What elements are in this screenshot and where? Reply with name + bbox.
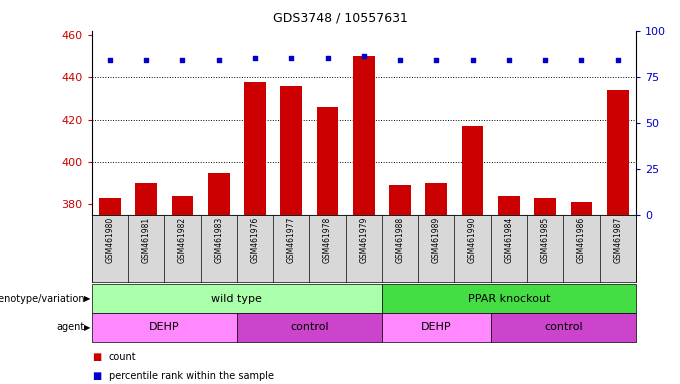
- Bar: [498, 196, 520, 215]
- Text: GSM461978: GSM461978: [323, 217, 332, 263]
- Text: GSM461982: GSM461982: [178, 217, 187, 263]
- Text: GSM461989: GSM461989: [432, 217, 441, 263]
- Text: ▶: ▶: [84, 294, 90, 303]
- Text: genotype/variation: genotype/variation: [0, 293, 85, 304]
- Text: count: count: [109, 352, 137, 362]
- Bar: [607, 90, 628, 215]
- Text: GSM461990: GSM461990: [468, 217, 477, 263]
- Bar: [534, 198, 556, 215]
- Point: [467, 57, 478, 63]
- Point: [431, 57, 442, 63]
- Bar: [99, 198, 121, 215]
- Bar: [462, 126, 483, 215]
- Text: GSM461981: GSM461981: [141, 217, 151, 263]
- Point: [576, 57, 587, 63]
- Text: percentile rank within the sample: percentile rank within the sample: [109, 371, 274, 381]
- Text: agent: agent: [56, 322, 85, 333]
- Bar: [244, 81, 266, 215]
- Text: GSM461976: GSM461976: [250, 217, 260, 263]
- Bar: [353, 56, 375, 215]
- Bar: [135, 183, 157, 215]
- Bar: [389, 185, 411, 215]
- Text: ■: ■: [92, 371, 101, 381]
- Point: [540, 57, 551, 63]
- Text: DEHP: DEHP: [421, 322, 452, 333]
- Text: control: control: [290, 322, 328, 333]
- Text: ■: ■: [92, 352, 101, 362]
- Point: [503, 57, 514, 63]
- Text: ▶: ▶: [84, 323, 90, 332]
- Point: [177, 57, 188, 63]
- Text: GDS3748 / 10557631: GDS3748 / 10557631: [273, 12, 407, 25]
- Text: GSM461988: GSM461988: [396, 217, 405, 263]
- Text: GSM461987: GSM461987: [613, 217, 622, 263]
- Point: [141, 57, 152, 63]
- Bar: [426, 183, 447, 215]
- Text: GSM461983: GSM461983: [214, 217, 223, 263]
- Text: GSM461984: GSM461984: [505, 217, 513, 263]
- Bar: [280, 86, 302, 215]
- Point: [214, 57, 224, 63]
- Text: wild type: wild type: [211, 293, 262, 304]
- Bar: [571, 202, 592, 215]
- Point: [286, 55, 296, 61]
- Text: DEHP: DEHP: [149, 322, 180, 333]
- Bar: [208, 173, 230, 215]
- Text: GSM461979: GSM461979: [359, 217, 369, 263]
- Text: control: control: [544, 322, 583, 333]
- Bar: [171, 196, 193, 215]
- Text: GSM461980: GSM461980: [105, 217, 114, 263]
- Point: [250, 55, 260, 61]
- Bar: [317, 107, 339, 215]
- Text: GSM461986: GSM461986: [577, 217, 586, 263]
- Point: [322, 55, 333, 61]
- Text: GSM461985: GSM461985: [541, 217, 549, 263]
- Point: [394, 57, 405, 63]
- Point: [105, 57, 116, 63]
- Text: PPAR knockout: PPAR knockout: [468, 293, 550, 304]
- Point: [358, 53, 369, 59]
- Point: [612, 57, 623, 63]
- Text: GSM461977: GSM461977: [287, 217, 296, 263]
